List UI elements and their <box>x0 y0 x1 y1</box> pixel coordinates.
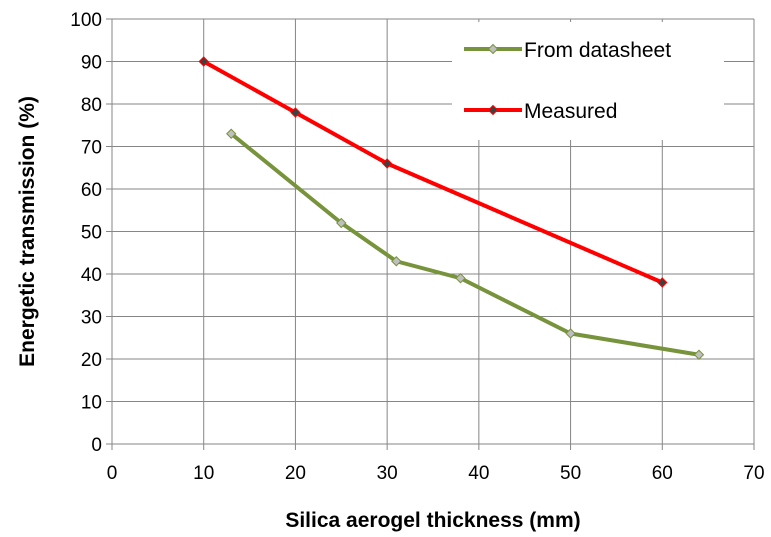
y-tick-label: 80 <box>81 95 102 116</box>
data-point-measured[interactable] <box>198 56 209 67</box>
x-tick-label: 0 <box>107 463 118 484</box>
y-axis-title: Energetic transmission (%) <box>16 96 39 367</box>
x-tick-label: 40 <box>468 463 489 484</box>
x-tick-label: 10 <box>193 463 214 484</box>
legend-marker-from-datasheet <box>487 43 499 55</box>
y-tick-label: 50 <box>81 223 102 244</box>
tick-labels: 0 10 20 30 40 50 60 70 80 90 100 0 10 20 30 40 50 60 70 <box>70 10 764 484</box>
grid <box>112 18 755 444</box>
data-point-from-datasheet[interactable] <box>226 128 237 139</box>
y-tick-label: 10 <box>81 393 102 414</box>
data-point-from-datasheet[interactable] <box>455 273 466 284</box>
data-point-from-datasheet[interactable] <box>693 349 705 360</box>
y-tick-label: 40 <box>81 265 102 286</box>
legend-item-from-datasheet[interactable]: From datasheet <box>464 39 671 62</box>
x-tick-label: 20 <box>285 463 306 484</box>
x-tick-label: 30 <box>377 463 398 484</box>
y-tick-label: 60 <box>81 180 102 201</box>
legend-label-from-datasheet: From datasheet <box>524 39 671 62</box>
y-tick-label: 0 <box>91 435 102 456</box>
x-axis-title: Silica aerogel thickness (mm) <box>285 509 580 532</box>
series-layer <box>198 56 705 360</box>
y-tick-label: 70 <box>81 138 102 159</box>
data-point-from-datasheet[interactable] <box>565 328 576 339</box>
y-tick-label: 90 <box>81 53 102 74</box>
legend-marker-measured <box>487 104 499 116</box>
series-measured <box>198 56 668 288</box>
series-line-from-datasheet <box>229 131 701 357</box>
data-point-measured[interactable] <box>381 158 393 169</box>
y-tick-label: 30 <box>81 308 102 329</box>
data-point-measured[interactable] <box>290 107 301 118</box>
series-line-measured <box>201 59 665 285</box>
x-tick-label: 70 <box>743 463 764 484</box>
data-point-from-datasheet[interactable] <box>336 217 347 229</box>
data-point-from-datasheet[interactable] <box>391 256 402 267</box>
y-tick-label: 20 <box>81 350 102 371</box>
x-tick-label: 50 <box>560 463 581 484</box>
legend-background <box>452 22 724 140</box>
legend: From datasheet Measured <box>452 22 724 140</box>
data-point-measured[interactable] <box>657 277 668 288</box>
legend-label-measured: Measured <box>524 100 617 123</box>
legend-item-measured[interactable]: Measured <box>464 100 617 123</box>
y-tick-label: 100 <box>70 10 102 31</box>
series-from-datasheet <box>226 128 705 360</box>
x-tick-label: 60 <box>652 463 673 484</box>
